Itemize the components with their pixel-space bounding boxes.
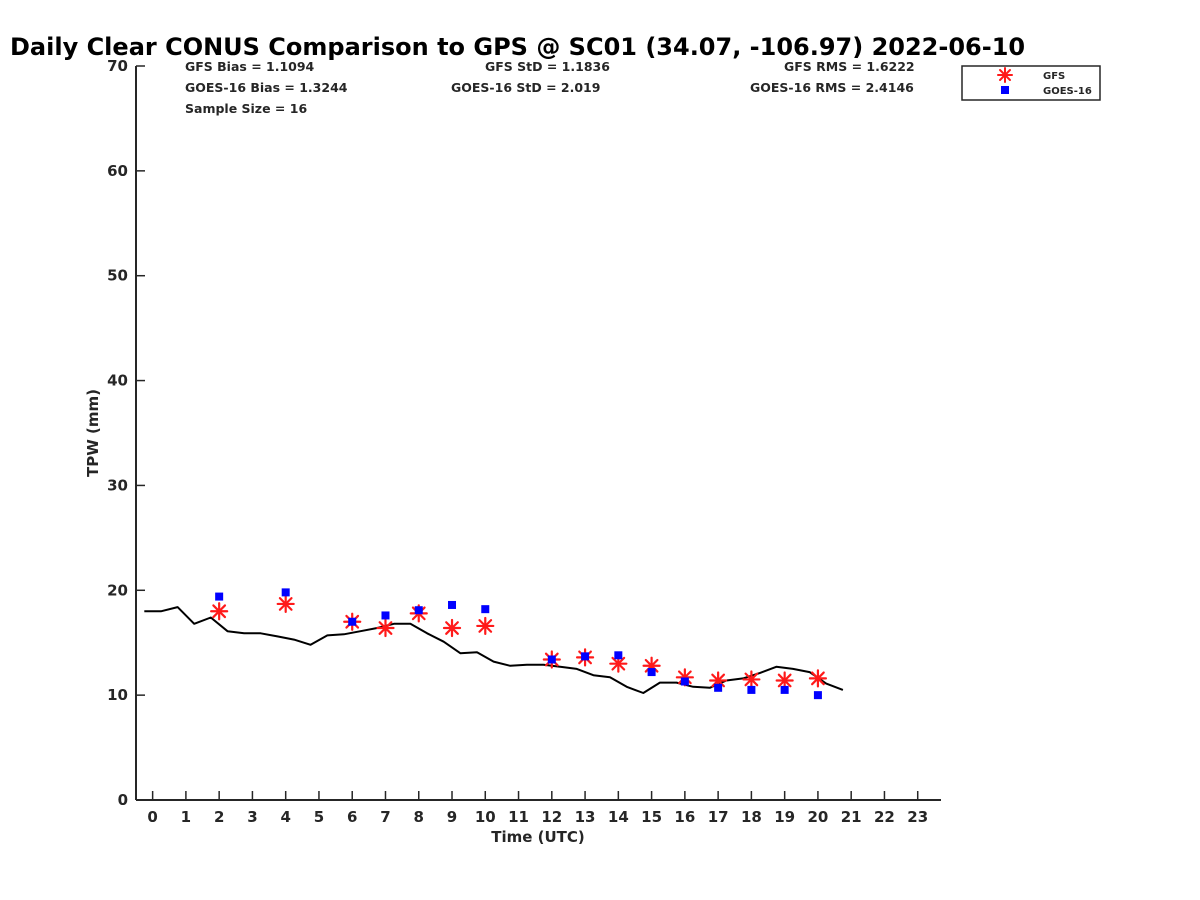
x-tick-label: 21	[841, 808, 862, 826]
x-tick-label: 0	[147, 808, 157, 826]
x-tick-label: 10	[475, 808, 496, 826]
y-axis-label: TPW (mm)	[84, 389, 102, 477]
legend-goes-label: GOES-16	[1043, 86, 1092, 97]
gfs-rms-text: GFS RMS = 1.6222	[784, 59, 915, 74]
goes16-point	[614, 651, 623, 660]
goes16-point	[780, 685, 789, 694]
gfs-point	[476, 616, 495, 636]
goes16-point	[647, 668, 656, 677]
x-tick-label: 6	[347, 808, 357, 826]
x-tick-label: 13	[575, 808, 596, 826]
x-tick-label: 5	[314, 808, 324, 826]
goes16-point	[547, 655, 556, 664]
y-tick-label: 70	[107, 57, 128, 75]
y-tick-label: 30	[107, 476, 128, 494]
goes16-point	[281, 588, 290, 597]
goes16-point	[813, 691, 822, 700]
chart-title: Daily Clear CONUS Comparison to GPS @ SC…	[10, 33, 1025, 61]
x-tick-label: 8	[414, 808, 424, 826]
y-tick-label: 0	[118, 791, 128, 809]
goes16-point	[680, 677, 689, 686]
x-tick-label: 11	[508, 808, 529, 826]
legend-box	[961, 65, 1101, 101]
x-tick-label: 16	[674, 808, 695, 826]
x-tick-label: 1	[181, 808, 191, 826]
gfs-point	[742, 670, 761, 689]
goes16-point	[414, 606, 423, 615]
legend: GFS GOES-16	[961, 65, 1101, 101]
x-tick-label: 19	[774, 808, 795, 826]
goes16-point	[581, 652, 590, 661]
x-tick-label: 22	[874, 808, 895, 826]
goes16-point	[481, 605, 490, 614]
legend-goes-marker	[1001, 86, 1009, 94]
x-tick-label: 4	[280, 808, 290, 826]
goes-rms-text: GOES-16 RMS = 2.4146	[750, 80, 914, 95]
gfs-point	[442, 618, 462, 638]
sample-size-text: Sample Size = 16	[185, 101, 307, 116]
x-tick-label: 14	[608, 808, 629, 826]
gfs-point	[276, 594, 295, 614]
legend-gfs-marker	[997, 67, 1013, 83]
goes16-point	[381, 611, 390, 620]
gfs-point	[210, 602, 229, 621]
x-tick-label: 15	[641, 808, 662, 826]
legend-gfs-label: GFS	[1043, 71, 1065, 82]
x-tick-label: 12	[541, 808, 562, 826]
x-tick-label: 20	[807, 808, 828, 826]
x-tick-label: 9	[447, 808, 457, 826]
series-line	[144, 606, 844, 694]
y-tick-label: 10	[107, 686, 128, 704]
x-tick-label: 23	[907, 808, 928, 826]
gfs-bias-text: GFS Bias = 1.1094	[185, 59, 315, 74]
stats-block: GFS Bias = 1.1094 GOES-16 Bias = 1.3244 …	[185, 59, 915, 116]
y-tick-label: 60	[107, 162, 128, 180]
x-axis-label: Time (UTC)	[491, 828, 585, 846]
x-tick-label: 3	[247, 808, 257, 826]
goes16-point	[747, 685, 756, 694]
gfs-point	[609, 654, 628, 673]
goes16-point	[215, 592, 224, 601]
gfs-point	[376, 618, 395, 638]
goes-bias-text: GOES-16 Bias = 1.3244	[185, 80, 348, 95]
gfs-point	[808, 669, 828, 688]
gfs-point	[775, 671, 794, 690]
y-tick-label: 20	[107, 581, 128, 599]
y-tick-label: 40	[107, 372, 128, 390]
x-tick-label: 18	[741, 808, 762, 826]
goes16-point	[448, 600, 457, 609]
x-tick-label: 2	[214, 808, 224, 826]
x-tick-label: 7	[380, 808, 390, 826]
y-tick-label: 50	[107, 267, 128, 285]
goes16-point	[348, 617, 357, 626]
goes-std-text: GOES-16 StD = 2.019	[451, 80, 600, 95]
gfs-std-text: GFS StD = 1.1836	[485, 59, 610, 74]
goes16-point	[714, 683, 723, 692]
x-tick-label: 17	[708, 808, 729, 826]
